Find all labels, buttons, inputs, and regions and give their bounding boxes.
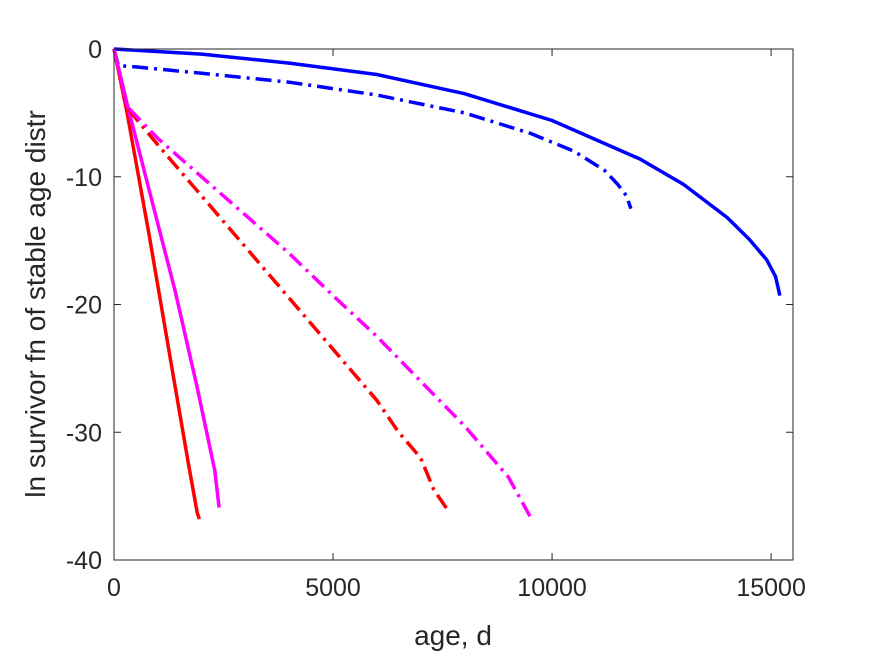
series-line-1 — [113, 47, 782, 296]
axes-box — [113, 48, 794, 561]
x-axis-label: age, d — [414, 620, 492, 651]
y-tick-label: -40 — [66, 547, 102, 575]
series-line-6 — [112, 48, 532, 518]
tick-layer: 0 5000 10000 15000 -40 -30 -20 -10 0 — [66, 36, 806, 602]
x-tick-label: 0 — [107, 574, 121, 602]
series-line-2 — [112, 48, 633, 210]
plot-area — [114, 49, 793, 560]
y-tick-label: -20 — [66, 292, 102, 320]
x-tick-label: 15000 — [736, 574, 806, 602]
y-tick-label: -30 — [66, 419, 102, 447]
series-line-5 — [112, 48, 449, 510]
series-line-3 — [112, 48, 202, 520]
y-tick-label: 0 — [88, 36, 102, 64]
x-tick-label: 10000 — [517, 574, 587, 602]
y-axis-label: ln survivor fn of stable age distr — [20, 110, 51, 498]
series-layer — [112, 47, 782, 520]
y-tick-label: -10 — [66, 164, 102, 192]
x-tick-label: 5000 — [305, 574, 361, 602]
series-line-4 — [112, 48, 221, 508]
